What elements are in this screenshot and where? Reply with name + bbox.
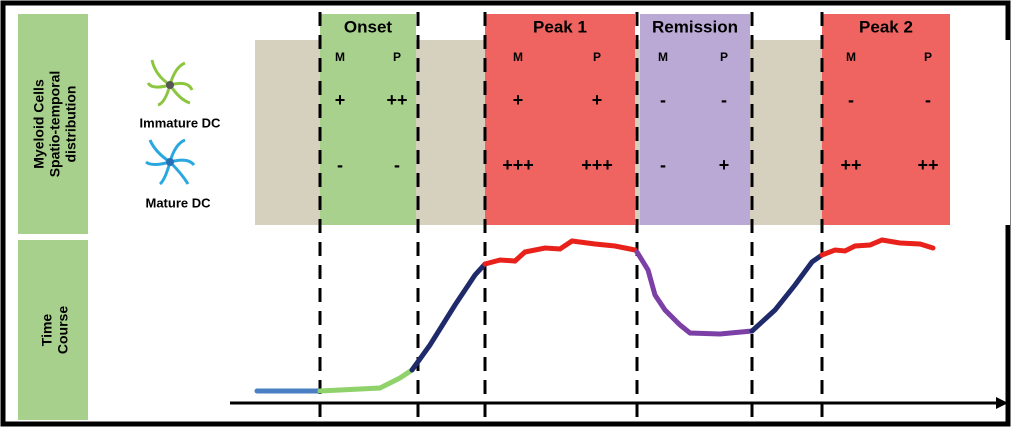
cell-value: - [660,155,666,175]
diagram: Immature DC Mature DC Myeloid CellsSpati… [0,0,1011,427]
cell-value: + [335,90,346,110]
cell-value: + [592,90,603,110]
cell-value: - [394,155,400,175]
cell-value: +++ [581,155,613,175]
cell-label: Immature DC [140,115,222,130]
column-header: P [393,50,401,64]
side-label: Time [39,314,55,347]
phase-bg [485,14,635,225]
cell-value: - [848,90,854,110]
column-header: P [720,50,728,64]
phase-bg [822,14,950,225]
column-header: M [513,50,523,64]
cell-value: - [925,90,931,110]
cell-value: ++ [386,90,407,110]
phase-label: Peak 2 [859,17,913,36]
phase-label: Peak 1 [533,17,587,36]
side-label: Spatio-temporal [47,71,63,178]
column-header: P [593,50,601,64]
band-cut [950,40,1010,225]
cell-label: Mature DC [145,195,211,210]
cell-value: +++ [502,155,534,175]
column-header: M [658,50,668,64]
cell-value: ++ [917,155,938,175]
column-header: M [846,50,856,64]
phase-label: Remission [652,17,738,36]
side-label: distribution [63,86,79,163]
phase-bg [640,14,750,225]
cell-value: ++ [840,155,861,175]
phase-label: Onset [344,17,393,36]
side-label: Myeloid Cells [31,79,47,169]
cell-value: - [721,90,727,110]
column-header: M [335,50,345,64]
cell-value: - [660,90,666,110]
cell-value: - [337,155,343,175]
column-header: P [924,50,932,64]
cell-value: + [719,155,730,175]
side-label: Course [55,306,71,354]
cell-value: + [513,90,524,110]
phase-bg [320,14,416,225]
